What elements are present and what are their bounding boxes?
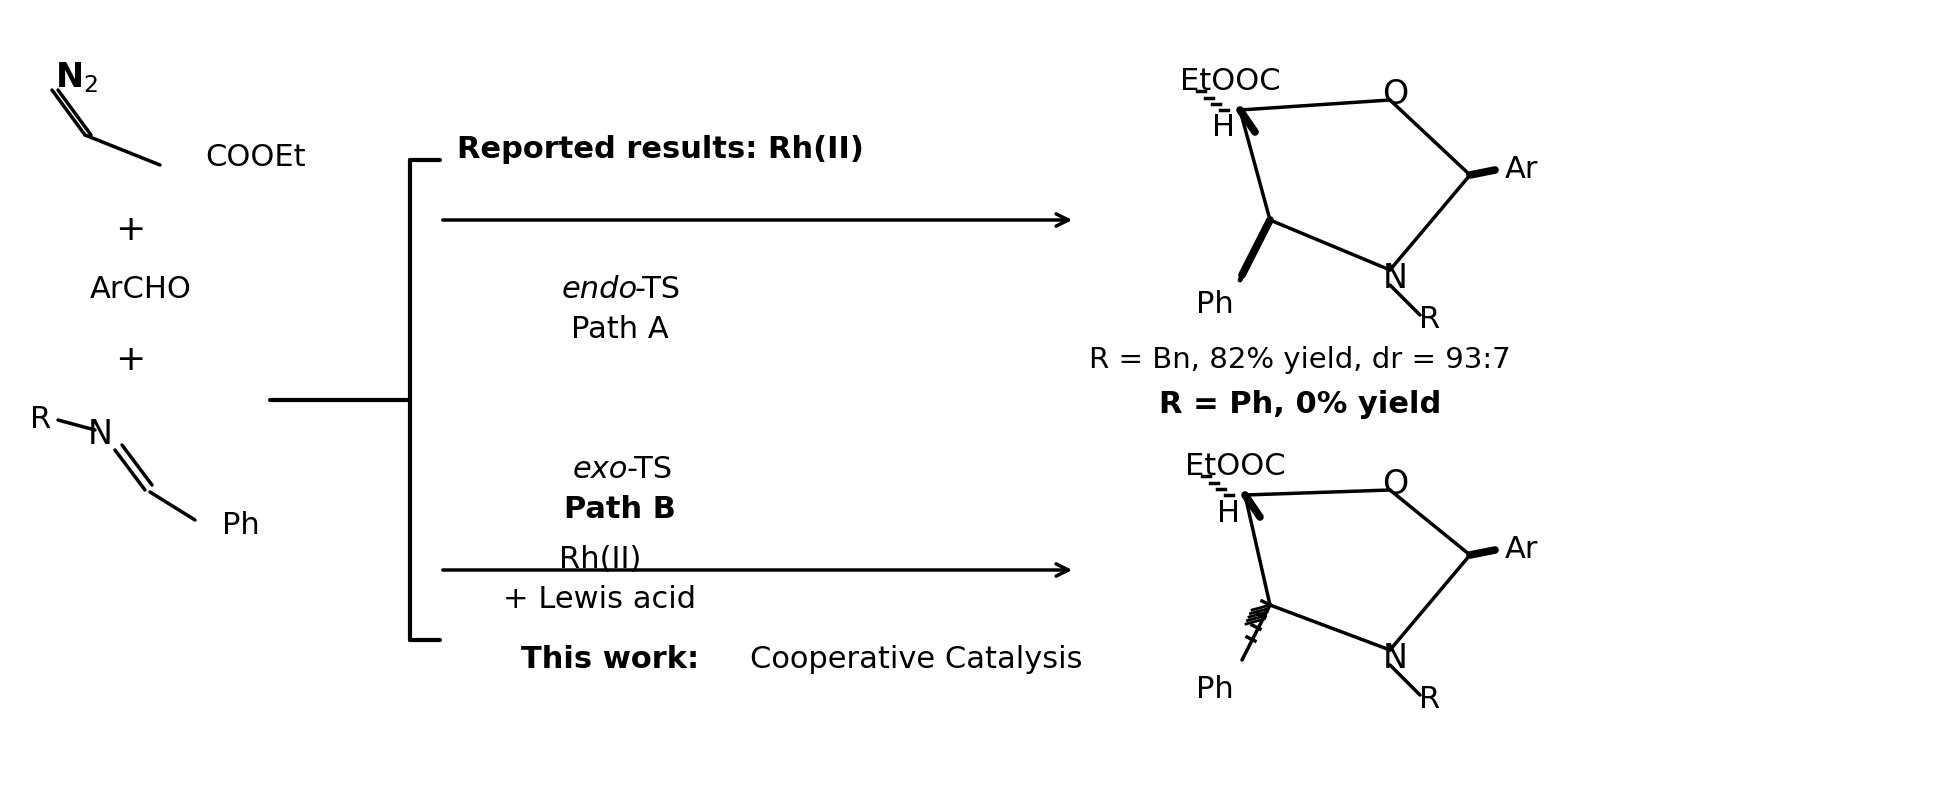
Text: Path B: Path B [564,495,675,524]
Text: ArCHO: ArCHO [90,276,192,304]
Text: Ph: Ph [221,511,260,539]
Text: Path A: Path A [571,316,669,344]
Text: H: H [1217,499,1239,527]
Text: Ar: Ar [1505,535,1538,565]
Text: R: R [29,406,51,435]
Text: N: N [88,419,112,451]
Text: This work:: This work: [521,646,699,674]
Text: + Lewis acid: + Lewis acid [503,586,697,614]
Text: Ph: Ph [1196,291,1233,320]
Text: Rh(II): Rh(II) [558,546,640,574]
Text: -TS: -TS [634,276,681,304]
Text: Cooperative Catalysis: Cooperative Catalysis [750,646,1082,674]
Text: +: + [115,343,145,377]
Text: Ph: Ph [1196,675,1233,705]
Text: N$_2$: N$_2$ [55,60,98,95]
Text: +: + [115,213,145,247]
Text: N: N [1382,261,1407,295]
Text: EtOOC: EtOOC [1180,67,1280,97]
Text: H: H [1211,113,1235,142]
Text: endo: endo [562,276,638,304]
Text: COOEt: COOEt [205,144,305,173]
Text: EtOOC: EtOOC [1184,452,1286,482]
Text: O: O [1382,468,1407,502]
Text: Reported results: Rh(II): Reported results: Rh(II) [456,136,863,165]
Text: R: R [1419,305,1440,335]
Text: R = Ph, 0% yield: R = Ph, 0% yield [1159,391,1440,419]
Text: R = Bn, 82% yield, dr = 93:7: R = Bn, 82% yield, dr = 93:7 [1088,346,1511,374]
Text: R: R [1419,686,1440,714]
Text: exo: exo [571,455,628,484]
Text: O: O [1382,78,1407,112]
Text: N: N [1382,642,1407,674]
Text: -TS: -TS [626,455,673,484]
Text: Ar: Ar [1505,156,1538,185]
